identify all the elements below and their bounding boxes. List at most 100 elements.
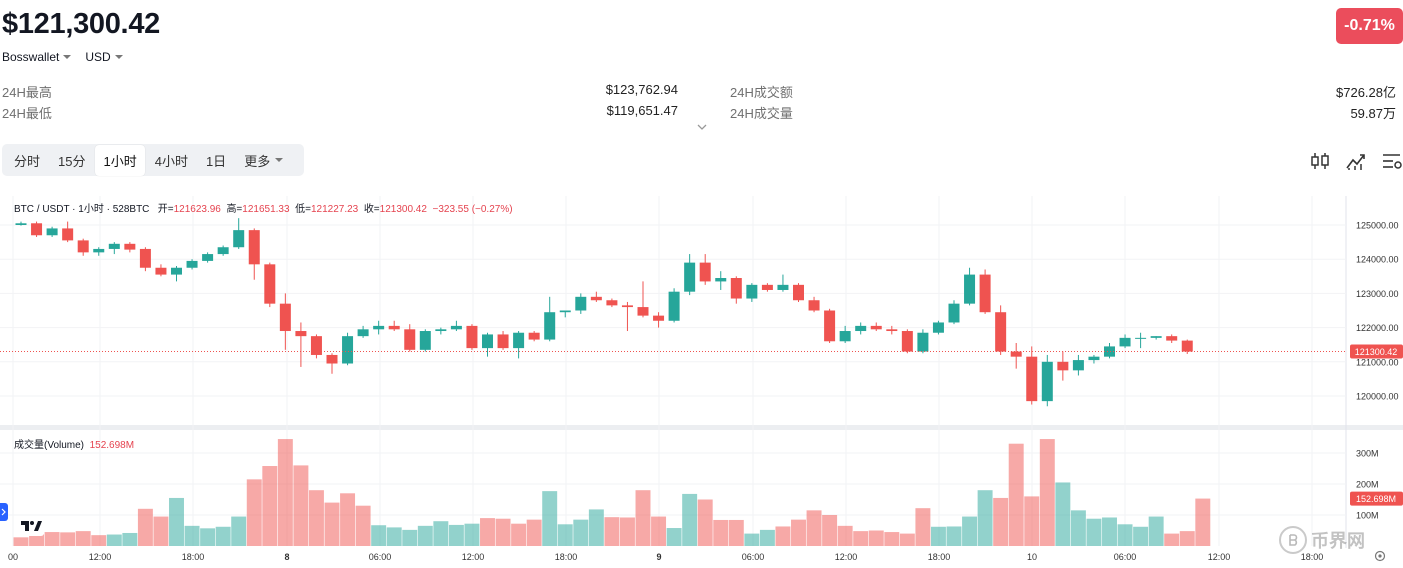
volume-bar — [293, 465, 309, 546]
candle-body — [653, 315, 665, 321]
candle-body — [761, 284, 773, 290]
volume-bar — [651, 516, 667, 546]
candle-body — [886, 329, 898, 332]
price-tick-label: 123000.00 — [1356, 289, 1399, 299]
volume-bar — [635, 490, 651, 546]
candle-body — [310, 336, 322, 355]
time-tick-label: 12:00 — [462, 552, 485, 562]
candle-body — [575, 296, 587, 311]
currency-label: USD — [85, 50, 111, 64]
volume-bar — [930, 526, 946, 546]
candle-body — [995, 312, 1007, 352]
volume-bar — [44, 532, 60, 546]
tab-timeline[interactable]: 分时 — [14, 153, 41, 169]
candle-body — [715, 278, 727, 282]
stats-right: 24H成交额 $726.28亿 24H成交量 59.87万 — [730, 82, 1396, 124]
last-price-label: 121300.42 — [1355, 347, 1398, 357]
tradingview-logo-icon[interactable] — [18, 516, 44, 536]
candle-body — [1072, 360, 1084, 371]
volume-bar — [1117, 524, 1133, 546]
candle-body — [730, 278, 742, 299]
volume-bar — [1195, 498, 1211, 546]
legend-low-label: 低= — [295, 204, 311, 215]
legend-high: 121651.33 — [242, 204, 290, 215]
candle-body — [1119, 337, 1131, 347]
volume-bar — [464, 523, 480, 546]
pane-separator — [0, 425, 1403, 430]
candle-body — [621, 305, 633, 308]
price-chart[interactable]: 125000.00 124000.00 123000.00 122000.00 1210… — [0, 190, 1403, 568]
volume-legend: 成交量(Volume) 152.698M — [14, 436, 134, 451]
stats-left: 24H最高 $123,762.94 24H最低 $119,651.47 — [2, 82, 678, 124]
time-tick-label: 12:00 — [89, 552, 112, 562]
time-tick-label: 18:00 — [928, 552, 951, 562]
stat-row-24h-low: 24H最低 $119,651.47 — [2, 103, 678, 124]
volume-bar — [822, 515, 838, 546]
volume-bar — [853, 531, 869, 546]
volume-bar — [791, 519, 806, 546]
tab-1h[interactable]: 1小时 — [95, 144, 145, 176]
candle-body — [1135, 337, 1147, 339]
volume-legend-label: 成交量(Volume) — [14, 440, 85, 451]
stat-row-24h-high: 24H最高 $123,762.94 — [2, 82, 678, 103]
volume-bar — [277, 439, 293, 546]
chevron-down-icon[interactable] — [697, 122, 707, 132]
scroll-handle[interactable] — [0, 503, 8, 521]
candle-body — [1026, 356, 1038, 402]
currency-selector[interactable]: USD — [85, 50, 123, 64]
chart-legend: BTC / USDT · 1小时 · 528BTC 开=121623.96 高=… — [14, 200, 513, 215]
candle-body — [482, 334, 493, 349]
chart-settings-icon[interactable] — [1374, 550, 1386, 562]
price-tick-label: 124000.00 — [1356, 255, 1399, 265]
last-volume-label: 152.698M — [1356, 494, 1396, 504]
candle-body — [1150, 336, 1162, 338]
candle-body — [1041, 361, 1053, 402]
candle-body — [1166, 336, 1178, 341]
volume-bar — [1055, 482, 1071, 546]
time-tick-label: 18:00 — [182, 552, 205, 562]
volume-bar — [573, 519, 589, 546]
time-tick-label: 12:00 — [1208, 552, 1231, 562]
indicators-icon[interactable] — [1345, 150, 1367, 172]
volume-bar — [806, 510, 822, 546]
stat-label: 24H最低 — [2, 106, 52, 121]
candle-body — [590, 296, 602, 301]
tab-15m[interactable]: 15分 — [58, 153, 86, 169]
volume-bar — [1039, 439, 1055, 546]
time-tick-label: 18:00 — [1301, 552, 1324, 562]
candlestick-icon[interactable] — [1309, 150, 1331, 172]
volume-bar — [1086, 518, 1102, 546]
volume-bar — [386, 527, 402, 546]
caret-down-icon — [275, 158, 284, 162]
tab-1d[interactable]: 1日 — [205, 153, 227, 169]
volume-bar — [169, 497, 184, 546]
volume-bar — [588, 509, 604, 546]
stat-value: $123,762.94 — [605, 82, 678, 97]
volume-bar — [511, 523, 527, 546]
change-badge: -0.71% — [1336, 8, 1403, 44]
tab-more[interactable]: 更多 — [236, 145, 291, 176]
watermark-logo-icon — [1279, 526, 1307, 554]
volume-bar — [557, 524, 573, 546]
candle-body — [979, 274, 991, 313]
volume-bar — [371, 525, 387, 546]
candle-body — [46, 228, 58, 236]
candle-body — [373, 325, 385, 330]
exchange-selector[interactable]: Bosswallet — [2, 50, 72, 64]
candle-body — [342, 336, 354, 364]
volume-bar — [324, 502, 340, 546]
tab-4h[interactable]: 4小时 — [154, 153, 188, 169]
candle-body — [124, 243, 136, 250]
candle-body — [808, 300, 820, 311]
settings-list-icon[interactable] — [1381, 150, 1403, 172]
volume-bar — [1148, 516, 1164, 546]
volume-bar — [697, 499, 713, 546]
candle-body — [62, 228, 74, 241]
volume-bar — [993, 497, 1009, 546]
stat-value: $119,651.47 — [606, 103, 678, 118]
price-tick-label: 120000.00 — [1356, 392, 1399, 402]
volume-bar — [775, 526, 791, 546]
chevron-right-icon — [1, 508, 6, 516]
candle-body — [606, 300, 618, 306]
volume-bar — [1024, 496, 1040, 546]
